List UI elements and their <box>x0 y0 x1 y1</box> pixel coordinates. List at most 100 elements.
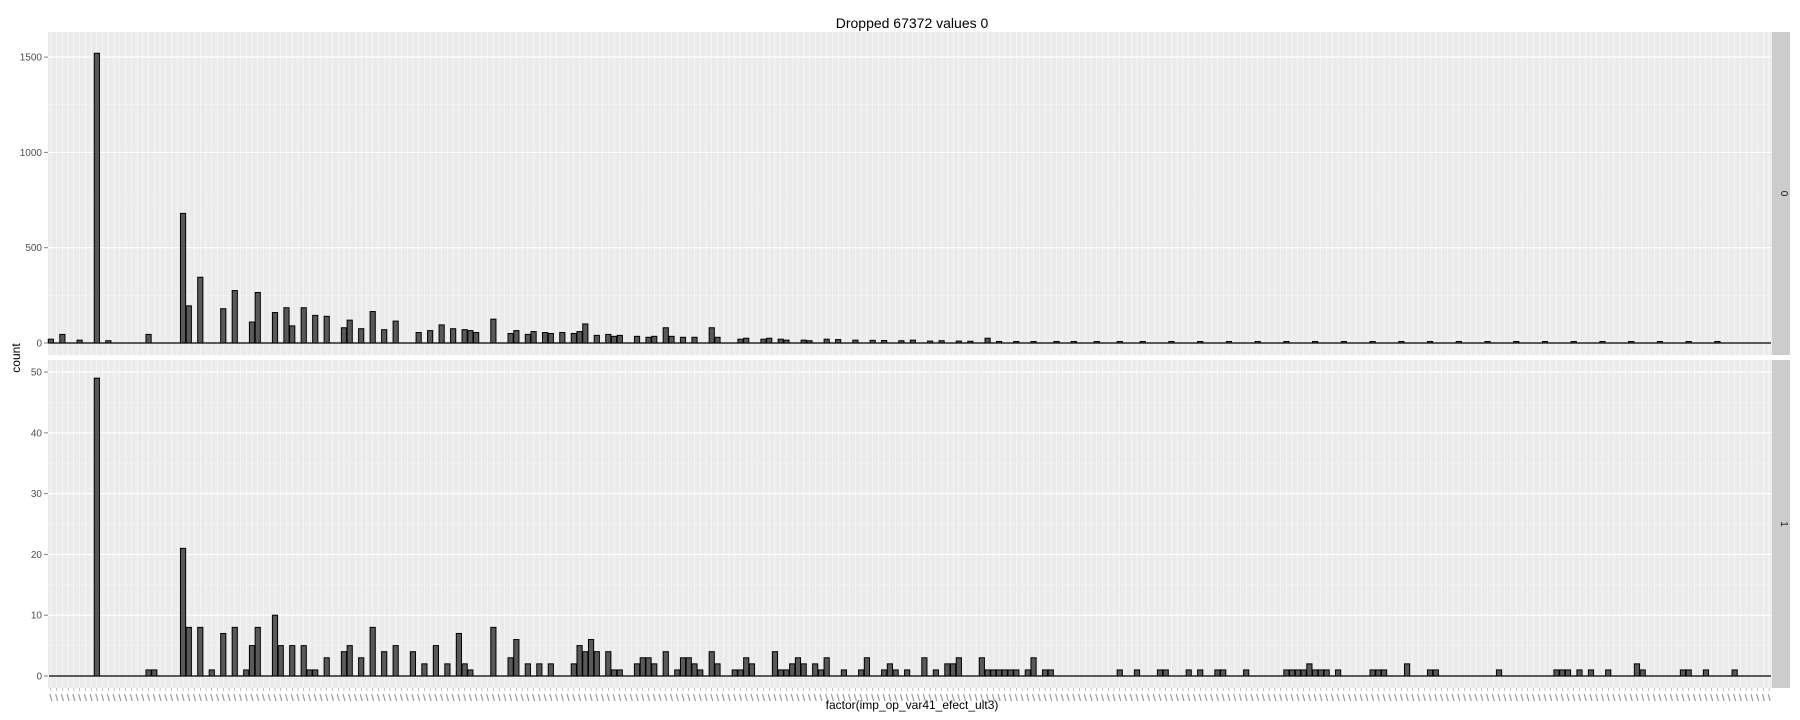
bar <box>1139 341 1146 344</box>
x-tick-label-glyph <box>1497 693 1501 702</box>
x-tick-label-glyph <box>1664 693 1668 702</box>
bar <box>645 657 652 677</box>
x-tick-label-glyph <box>687 693 691 702</box>
y-tick-label: 1500 <box>20 53 43 64</box>
x-tick-label-glyph <box>256 693 260 702</box>
bars <box>93 377 1738 677</box>
bar <box>651 335 658 344</box>
x-tick-label-glyph <box>1296 693 1300 702</box>
bar <box>771 651 779 677</box>
x-tick-label-glyph <box>382 693 386 702</box>
x-tick-label-glyph <box>612 693 616 702</box>
bar <box>984 337 991 344</box>
x-tick-label-glyph <box>1658 693 1662 702</box>
x-tick-label-glyph <box>468 693 472 702</box>
x-tick-label-glyph <box>934 693 938 702</box>
bar <box>1398 341 1405 344</box>
bar <box>616 669 623 677</box>
x-tick-label-glyph <box>135 693 139 702</box>
bar <box>1559 669 1566 677</box>
x-tick-label-glyph <box>1302 693 1306 702</box>
x-tick-label-glyph <box>1256 693 1260 702</box>
x-tick-label-glyph <box>445 693 449 702</box>
bar <box>909 339 916 344</box>
x-tick-label-glyph <box>698 693 702 702</box>
x-tick-label-glyph <box>1652 693 1656 702</box>
x-tick-label-glyph <box>623 693 628 702</box>
bar <box>714 663 721 677</box>
bar <box>633 663 641 677</box>
x-tick-label-glyph <box>118 693 122 702</box>
bar <box>490 318 497 344</box>
x-tick-label-glyph <box>790 693 794 702</box>
bar <box>570 663 577 677</box>
x-tick-label-glyph <box>1060 693 1064 702</box>
x-tick-label-glyph <box>1750 693 1754 702</box>
bar <box>852 339 859 344</box>
bar <box>369 311 376 344</box>
bar <box>674 669 681 677</box>
x-tick-label-glyph <box>215 693 220 702</box>
bar <box>358 657 365 677</box>
bar <box>1300 669 1307 677</box>
bar <box>616 334 623 344</box>
x-tick-label-glyph <box>1715 693 1719 702</box>
x-tick-label-glyph <box>1325 693 1329 702</box>
bar <box>944 663 951 677</box>
bar <box>766 337 773 344</box>
x-tick-label-glyph <box>474 693 478 702</box>
vertical-gridlines <box>50 32 1770 355</box>
x-tick-label-glyph <box>1560 693 1564 702</box>
x-tick-label-glyph <box>296 693 300 702</box>
bar <box>593 651 600 677</box>
x-tick-label-glyph <box>1462 693 1467 702</box>
x-tick-label-glyph <box>1210 693 1214 702</box>
x-tick-label-glyph <box>1244 693 1248 702</box>
x-tick-label-glyph <box>169 693 174 702</box>
x-tick-label-glyph <box>1141 693 1145 702</box>
bar <box>1369 341 1376 344</box>
x-tick-label-glyph <box>871 693 875 702</box>
x-tick-label-glyph <box>882 693 886 702</box>
bar <box>542 332 549 344</box>
x-tick-label-glyph <box>1646 693 1651 702</box>
x-tick-label-glyph <box>595 693 599 702</box>
x-tick-label-glyph <box>566 693 570 702</box>
x-tick-label-glyph <box>917 693 921 702</box>
bar <box>1495 669 1503 677</box>
bar <box>651 663 658 677</box>
x-tick-label-glyph <box>1503 693 1507 702</box>
bar <box>1162 669 1169 677</box>
x-tick-label-glyph <box>600 693 605 702</box>
x-tick-label-glyph <box>463 693 467 702</box>
facet-strip <box>1772 32 1790 355</box>
x-tick-label-glyph <box>112 693 116 702</box>
bar <box>605 651 612 677</box>
bar <box>59 333 66 344</box>
bar <box>381 329 388 344</box>
x-tick-label-glyph <box>1756 693 1760 702</box>
bar <box>340 651 348 677</box>
bar <box>1070 341 1077 344</box>
bars <box>47 52 1721 344</box>
x-tick-label-glyph <box>284 693 289 702</box>
x-tick-label-glyph <box>1641 693 1645 702</box>
bar <box>1197 341 1204 344</box>
x-tick-label-glyph <box>1365 693 1369 702</box>
x-tick-label-glyph <box>1273 693 1277 702</box>
bar <box>438 324 445 344</box>
x-tick-label-glyph <box>715 693 720 702</box>
bar <box>369 626 376 677</box>
x-tick-label-glyph <box>1394 693 1398 702</box>
bar <box>300 307 307 344</box>
bar <box>93 377 100 677</box>
bar <box>1576 669 1583 677</box>
bar <box>955 340 962 344</box>
x-tick-label-glyph <box>1003 693 1007 702</box>
x-tick-label-glyph <box>1399 693 1403 702</box>
x-tick-label-glyph <box>1692 693 1696 702</box>
x-tick-label-glyph <box>83 693 87 702</box>
x-tick-label-glyph <box>577 693 582 702</box>
x-tick-label-glyph <box>405 693 409 702</box>
bar <box>254 291 261 344</box>
